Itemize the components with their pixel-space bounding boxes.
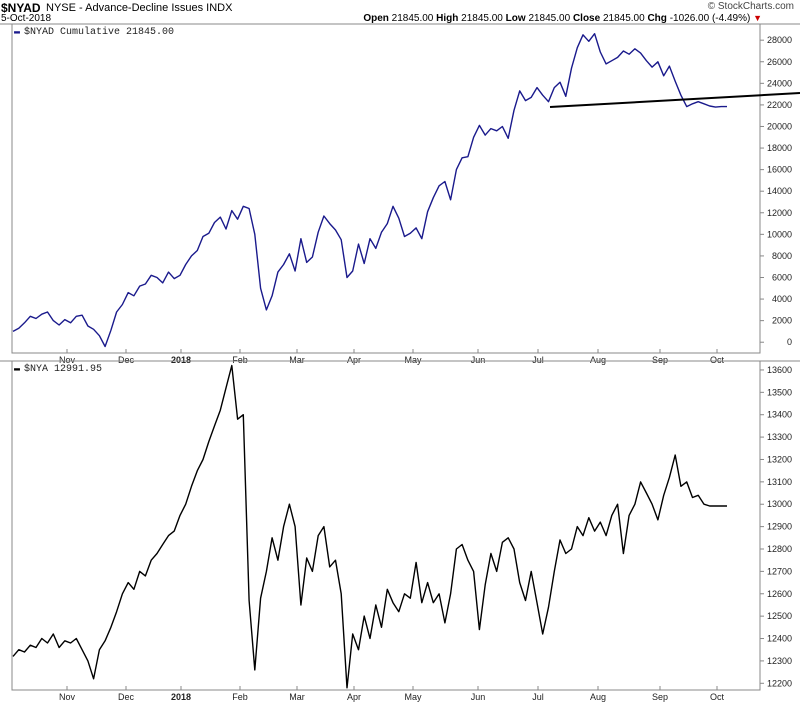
y-tick-label: 13400 bbox=[767, 410, 792, 420]
y-tick-label: 12600 bbox=[767, 589, 792, 599]
y-tick-label: 13100 bbox=[767, 477, 792, 487]
y-tick-label: 8000 bbox=[772, 251, 792, 261]
y-tick-label: 22000 bbox=[767, 100, 792, 110]
series-legend: ▬ bbox=[14, 27, 20, 38]
y-tick-label: 26000 bbox=[767, 57, 792, 67]
series-legend-label: $NYAD Cumulative 21845.00 bbox=[24, 26, 174, 38]
panel-frame bbox=[11, 23, 761, 354]
y-tick-label: 13200 bbox=[767, 454, 792, 464]
x-tick-label: Feb bbox=[232, 692, 248, 702]
y-tick-label: 0 bbox=[787, 337, 792, 347]
y-tick-label: 13000 bbox=[767, 499, 792, 509]
x-tick-label: Jun bbox=[471, 692, 486, 702]
open-label: Open bbox=[363, 13, 389, 24]
x-tick-label: Aug bbox=[590, 692, 606, 702]
open-value: 21845.00 bbox=[391, 13, 434, 24]
y-tick-label: 12300 bbox=[767, 656, 792, 666]
x-tick-label: May bbox=[404, 355, 422, 365]
panel-frame bbox=[11, 360, 761, 691]
y-tick-label: 13300 bbox=[767, 432, 792, 442]
series-line bbox=[12, 364, 727, 689]
close-label: Close bbox=[572, 13, 601, 24]
y-tick-label: 14000 bbox=[767, 186, 792, 196]
y-tick-label: 12200 bbox=[767, 678, 792, 688]
chart-header: $NYAD NYSE - Advance-Decline Issues INDX… bbox=[0, 0, 800, 24]
low-label: Low bbox=[505, 13, 526, 24]
x-tick-label: Jul bbox=[532, 355, 544, 365]
y-tick-label: 12700 bbox=[767, 566, 792, 576]
support-trendline bbox=[549, 92, 800, 109]
x-tick-label: Jun bbox=[471, 355, 486, 365]
y-tick-label: 12900 bbox=[767, 522, 792, 532]
y-tick-label: 12800 bbox=[767, 544, 792, 554]
y-tick-label: 4000 bbox=[772, 294, 792, 304]
y-tick-label: 16000 bbox=[767, 165, 792, 175]
close-value: 21845.00 bbox=[602, 13, 645, 24]
y-tick-label: 18000 bbox=[767, 143, 792, 153]
symbol-label: $NYAD bbox=[1, 1, 41, 15]
x-tick-label: Sep bbox=[652, 692, 668, 702]
y-tick-label: 10000 bbox=[767, 229, 792, 239]
y-tick-label: 12500 bbox=[767, 611, 792, 621]
x-tick-label: Apr bbox=[347, 355, 361, 365]
x-tick-label: Feb bbox=[232, 355, 248, 365]
x-tick-label: Oct bbox=[710, 692, 725, 702]
chg-value: -1026.00 (-4.49%) bbox=[669, 13, 751, 24]
ohlc-readout: Open 21845.00 High 21845.00 Low 21845.00… bbox=[363, 13, 762, 24]
y-tick-label: 13600 bbox=[767, 365, 792, 375]
x-tick-label: Apr bbox=[347, 692, 361, 702]
y-tick-label: 12400 bbox=[767, 634, 792, 644]
series-legend-label: $NYA 12991.95 bbox=[24, 363, 102, 375]
x-tick-label: May bbox=[404, 692, 422, 702]
x-tick-label: Dec bbox=[118, 692, 135, 702]
y-tick-label: 24000 bbox=[767, 78, 792, 88]
y-tick-label: 20000 bbox=[767, 121, 792, 131]
x-tick-label: Nov bbox=[59, 355, 76, 365]
x-tick-label: Mar bbox=[289, 692, 305, 702]
low-value: 21845.00 bbox=[528, 13, 571, 24]
chg-label: Chg bbox=[647, 13, 667, 24]
down-arrow-icon: ▼ bbox=[753, 13, 762, 23]
y-tick-label: 12000 bbox=[767, 208, 792, 218]
x-tick-label: Nov bbox=[59, 692, 76, 702]
x-tick-label: Oct bbox=[710, 355, 725, 365]
high-label: High bbox=[436, 13, 459, 24]
y-tick-label: 13500 bbox=[767, 387, 792, 397]
y-tick-label: 2000 bbox=[772, 316, 792, 326]
symbol-description: NYSE - Advance-Decline Issues INDX bbox=[46, 2, 233, 14]
y-tick-label: 6000 bbox=[772, 272, 792, 282]
series-line bbox=[12, 33, 727, 348]
x-tick-label: Jul bbox=[532, 692, 544, 702]
x-tick-label: Aug bbox=[590, 355, 606, 365]
series-legend: ▬ bbox=[14, 364, 20, 375]
chart-date: 5-Oct-2018 bbox=[1, 13, 52, 24]
x-tick-label: Dec bbox=[118, 355, 135, 365]
x-tick-label: Mar bbox=[289, 355, 305, 365]
high-value: 21845.00 bbox=[461, 13, 503, 24]
y-tick-label: 28000 bbox=[767, 35, 792, 45]
copyright-label: © StockCharts.com bbox=[707, 1, 794, 12]
x-tick-label: 2018 bbox=[171, 355, 191, 365]
x-tick-label: 2018 bbox=[171, 692, 191, 702]
x-tick-label: Sep bbox=[652, 355, 668, 365]
